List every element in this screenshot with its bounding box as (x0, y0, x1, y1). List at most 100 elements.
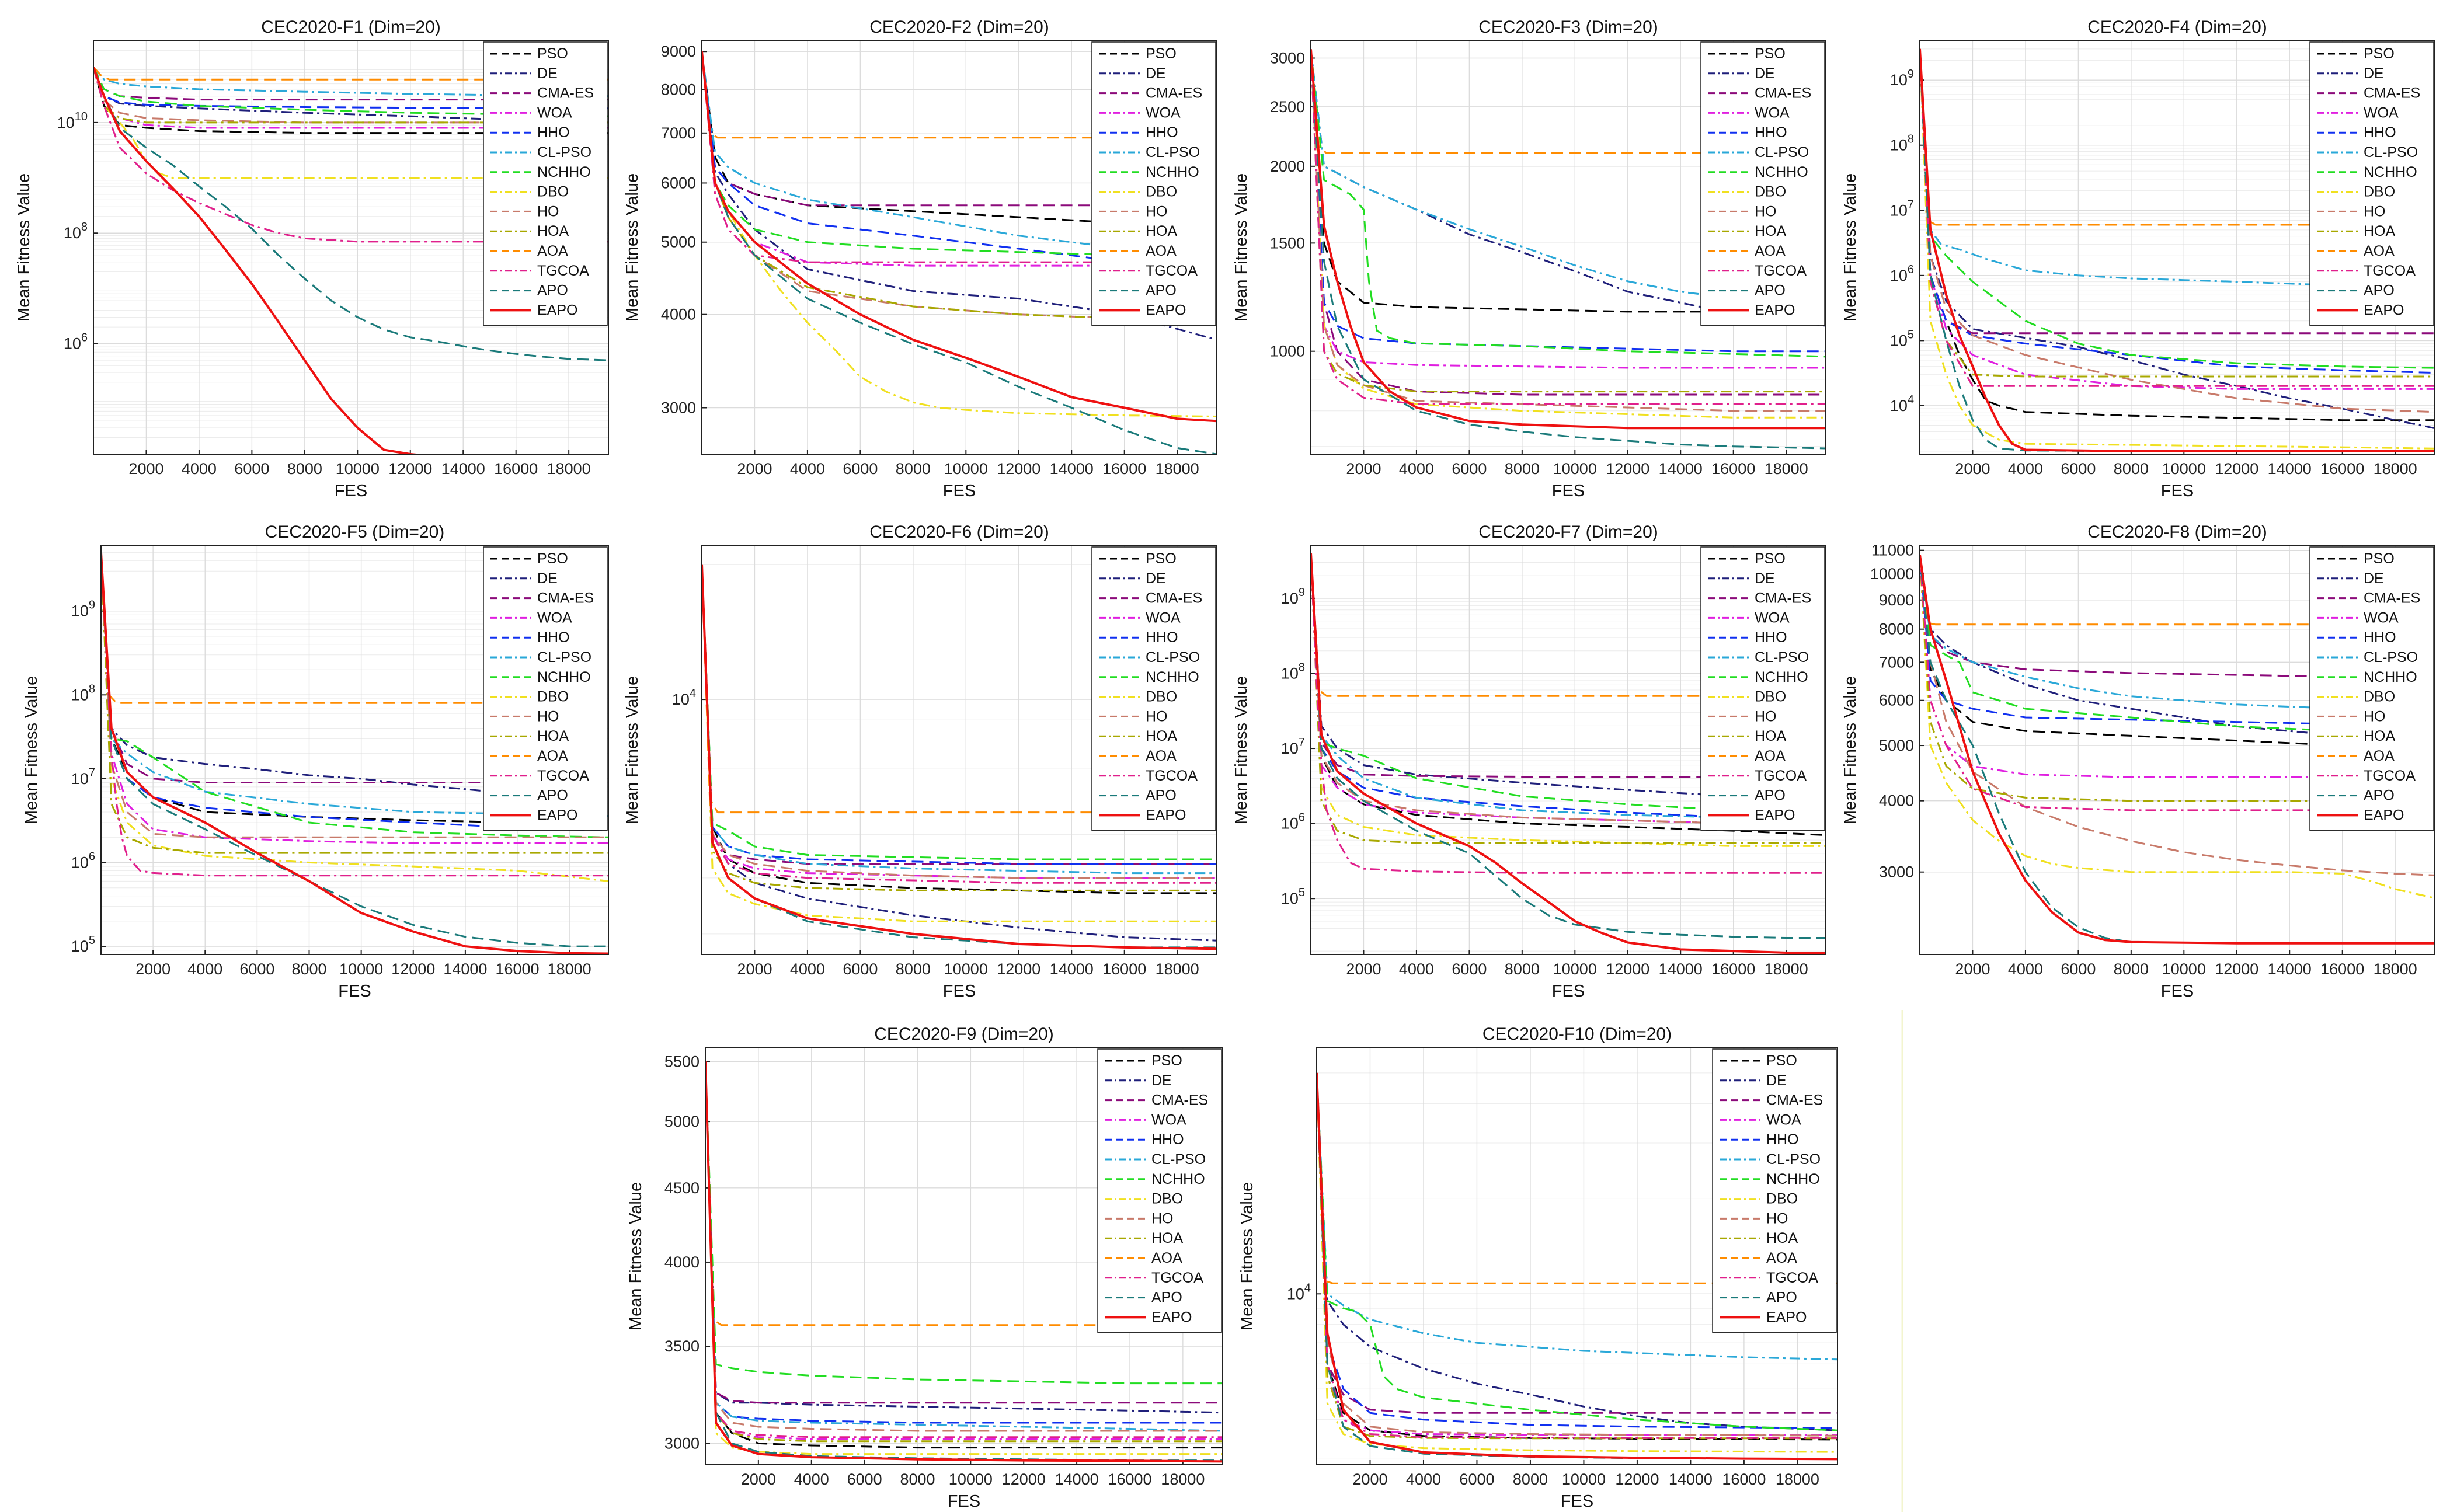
legend-label: APO (1755, 283, 1786, 299)
x-tick-label: 18000 (2374, 960, 2417, 978)
x-tick-label: 14000 (441, 460, 485, 478)
x-tick-label: 14000 (1669, 1471, 1713, 1488)
y-tick-base: 10 (1890, 267, 1908, 284)
y-tick-exponent: 8 (81, 221, 88, 234)
legend-label: TGCOA (1755, 768, 1807, 784)
legend-label: APO (1766, 1290, 1797, 1306)
series-group (101, 552, 608, 954)
series-line-nchho (702, 564, 1217, 860)
legend-label: HOA (2364, 223, 2396, 239)
y-tick-base: 10 (64, 335, 81, 353)
legend-label: WOA (2364, 609, 2399, 626)
x-axis-label: FES (1552, 482, 1585, 500)
y-tick-exponent: 8 (1908, 133, 1914, 146)
y-tick-label: 7000 (661, 124, 696, 142)
x-tick-label: 10000 (1553, 960, 1597, 978)
legend-label: NCHHO (1755, 669, 1808, 685)
x-tick-label: 4000 (794, 1471, 829, 1488)
legend-label: PSO (2364, 46, 2395, 62)
y-tick-label: 8000 (661, 81, 696, 99)
x-tick-label: 18000 (2374, 460, 2417, 478)
y-tick-label: 108 (71, 682, 95, 703)
y-tick-label: 5000 (661, 234, 696, 251)
legend-label: PSO (2364, 551, 2395, 567)
axes-frame (93, 40, 609, 455)
legend-label: NCHHO (537, 669, 591, 685)
legend-label: HOA (1151, 1230, 1184, 1246)
x-tick-label: 10000 (339, 960, 383, 978)
chart-title: CEC2020-F9 (Dim=20) (874, 1025, 1054, 1044)
y-tick-base: 10 (71, 853, 89, 871)
series-line-hho (93, 67, 608, 110)
y-tick-label: 8000 (1879, 621, 1914, 638)
series-line-cma-es (1311, 49, 1826, 396)
legend-box (483, 546, 608, 831)
legend-label: AOA (1766, 1250, 1797, 1266)
legend: PSO DE CMA-ES WOA HHO CL-PSO NCHHO DBO HO HOA AOA T… (2309, 41, 2434, 326)
y-tick-base: 10 (57, 114, 75, 131)
y-tick-label: 3000 (1879, 863, 1914, 881)
legend-label: WOA (1151, 1112, 1186, 1128)
legend-label: WOA (537, 609, 572, 626)
series-line-eapo (1311, 49, 1826, 430)
x-tick-label: 4000 (1399, 960, 1434, 978)
series-line-ho (1311, 553, 1826, 825)
series-line-tgcoa (702, 564, 1217, 884)
series-line-ho (93, 67, 608, 124)
y-tick-label: 106 (1281, 811, 1305, 832)
legend-label: CMA-ES (1151, 1092, 1208, 1109)
legend-label: DE (2364, 65, 2384, 82)
series-line-apo (1920, 555, 2435, 945)
legend-label: TGCOA (537, 768, 589, 784)
y-tick-label: 7000 (1879, 653, 1914, 671)
axes-frame (701, 545, 1217, 955)
legend-label: DE (537, 570, 558, 587)
legend-label: AOA (1755, 748, 1786, 764)
legend: PSO DE CMA-ES WOA HHO CL-PSO NCHHO DBO HO HOA AOA T… (1097, 1048, 1222, 1333)
legend-label: APO (2364, 283, 2395, 299)
legend-label: APO (537, 283, 568, 299)
axes-frame (701, 40, 1217, 455)
series-line-tgcoa (1920, 555, 2435, 811)
chart-panel-3: 2000 4000 6000 8000 10000 12000 14000 16000 1800… (1232, 18, 1826, 500)
y-tick-exponent: 9 (1908, 68, 1914, 81)
x-tick-label: 8000 (1505, 460, 1540, 478)
series-line-pso (93, 67, 608, 134)
y-tick-label: 106 (1890, 263, 1914, 284)
y-tick-label: 3000 (1270, 50, 1305, 67)
legend-box (1097, 1048, 1222, 1333)
series-group (93, 67, 608, 454)
legend-label: HO (1766, 1210, 1788, 1227)
series-line-hoa (702, 51, 1217, 320)
legend-label: EAPO (2364, 302, 2404, 318)
x-tick-label: 12000 (1615, 1471, 1659, 1488)
x-tick-label: 6000 (847, 1471, 882, 1488)
axes-frame (1310, 545, 1826, 955)
chart-panel-4: 2000 4000 6000 8000 10000 12000 14000 16000 1800… (1841, 18, 2435, 500)
legend-label: EAPO (537, 807, 577, 823)
y-tick-exponent: 6 (81, 332, 88, 344)
legend-label: HO (2364, 708, 2386, 724)
x-tick-label: 18000 (1776, 1471, 1819, 1488)
series-line-eapo (705, 1061, 1223, 1463)
y-tick-label: 109 (1281, 586, 1305, 607)
x-tick-label: 2000 (737, 960, 772, 978)
legend-label: TGCOA (1755, 263, 1807, 279)
y-tick-exponent: 7 (1908, 198, 1914, 211)
series-line-nchho (1317, 1072, 1837, 1431)
series-line-hoa (702, 564, 1217, 891)
legend-label: HHO (1146, 629, 1178, 646)
y-tick-label: 107 (71, 767, 95, 788)
x-tick-label: 4000 (790, 960, 825, 978)
x-tick-label: 8000 (900, 1471, 935, 1488)
legend-label: AOA (1151, 1250, 1182, 1266)
x-tick-label: 4000 (1399, 460, 1434, 478)
y-tick-label: 4000 (664, 1253, 699, 1271)
series-line-nchho (1920, 555, 2435, 737)
legend-label: APO (1146, 788, 1177, 804)
series-line-cl-pso (93, 67, 608, 97)
x-tick-label: 10000 (1562, 1471, 1606, 1488)
legend-label: TGCOA (2364, 263, 2416, 279)
x-tick-label: 8000 (2114, 460, 2149, 478)
y-tick-exponent: 8 (1299, 661, 1305, 674)
